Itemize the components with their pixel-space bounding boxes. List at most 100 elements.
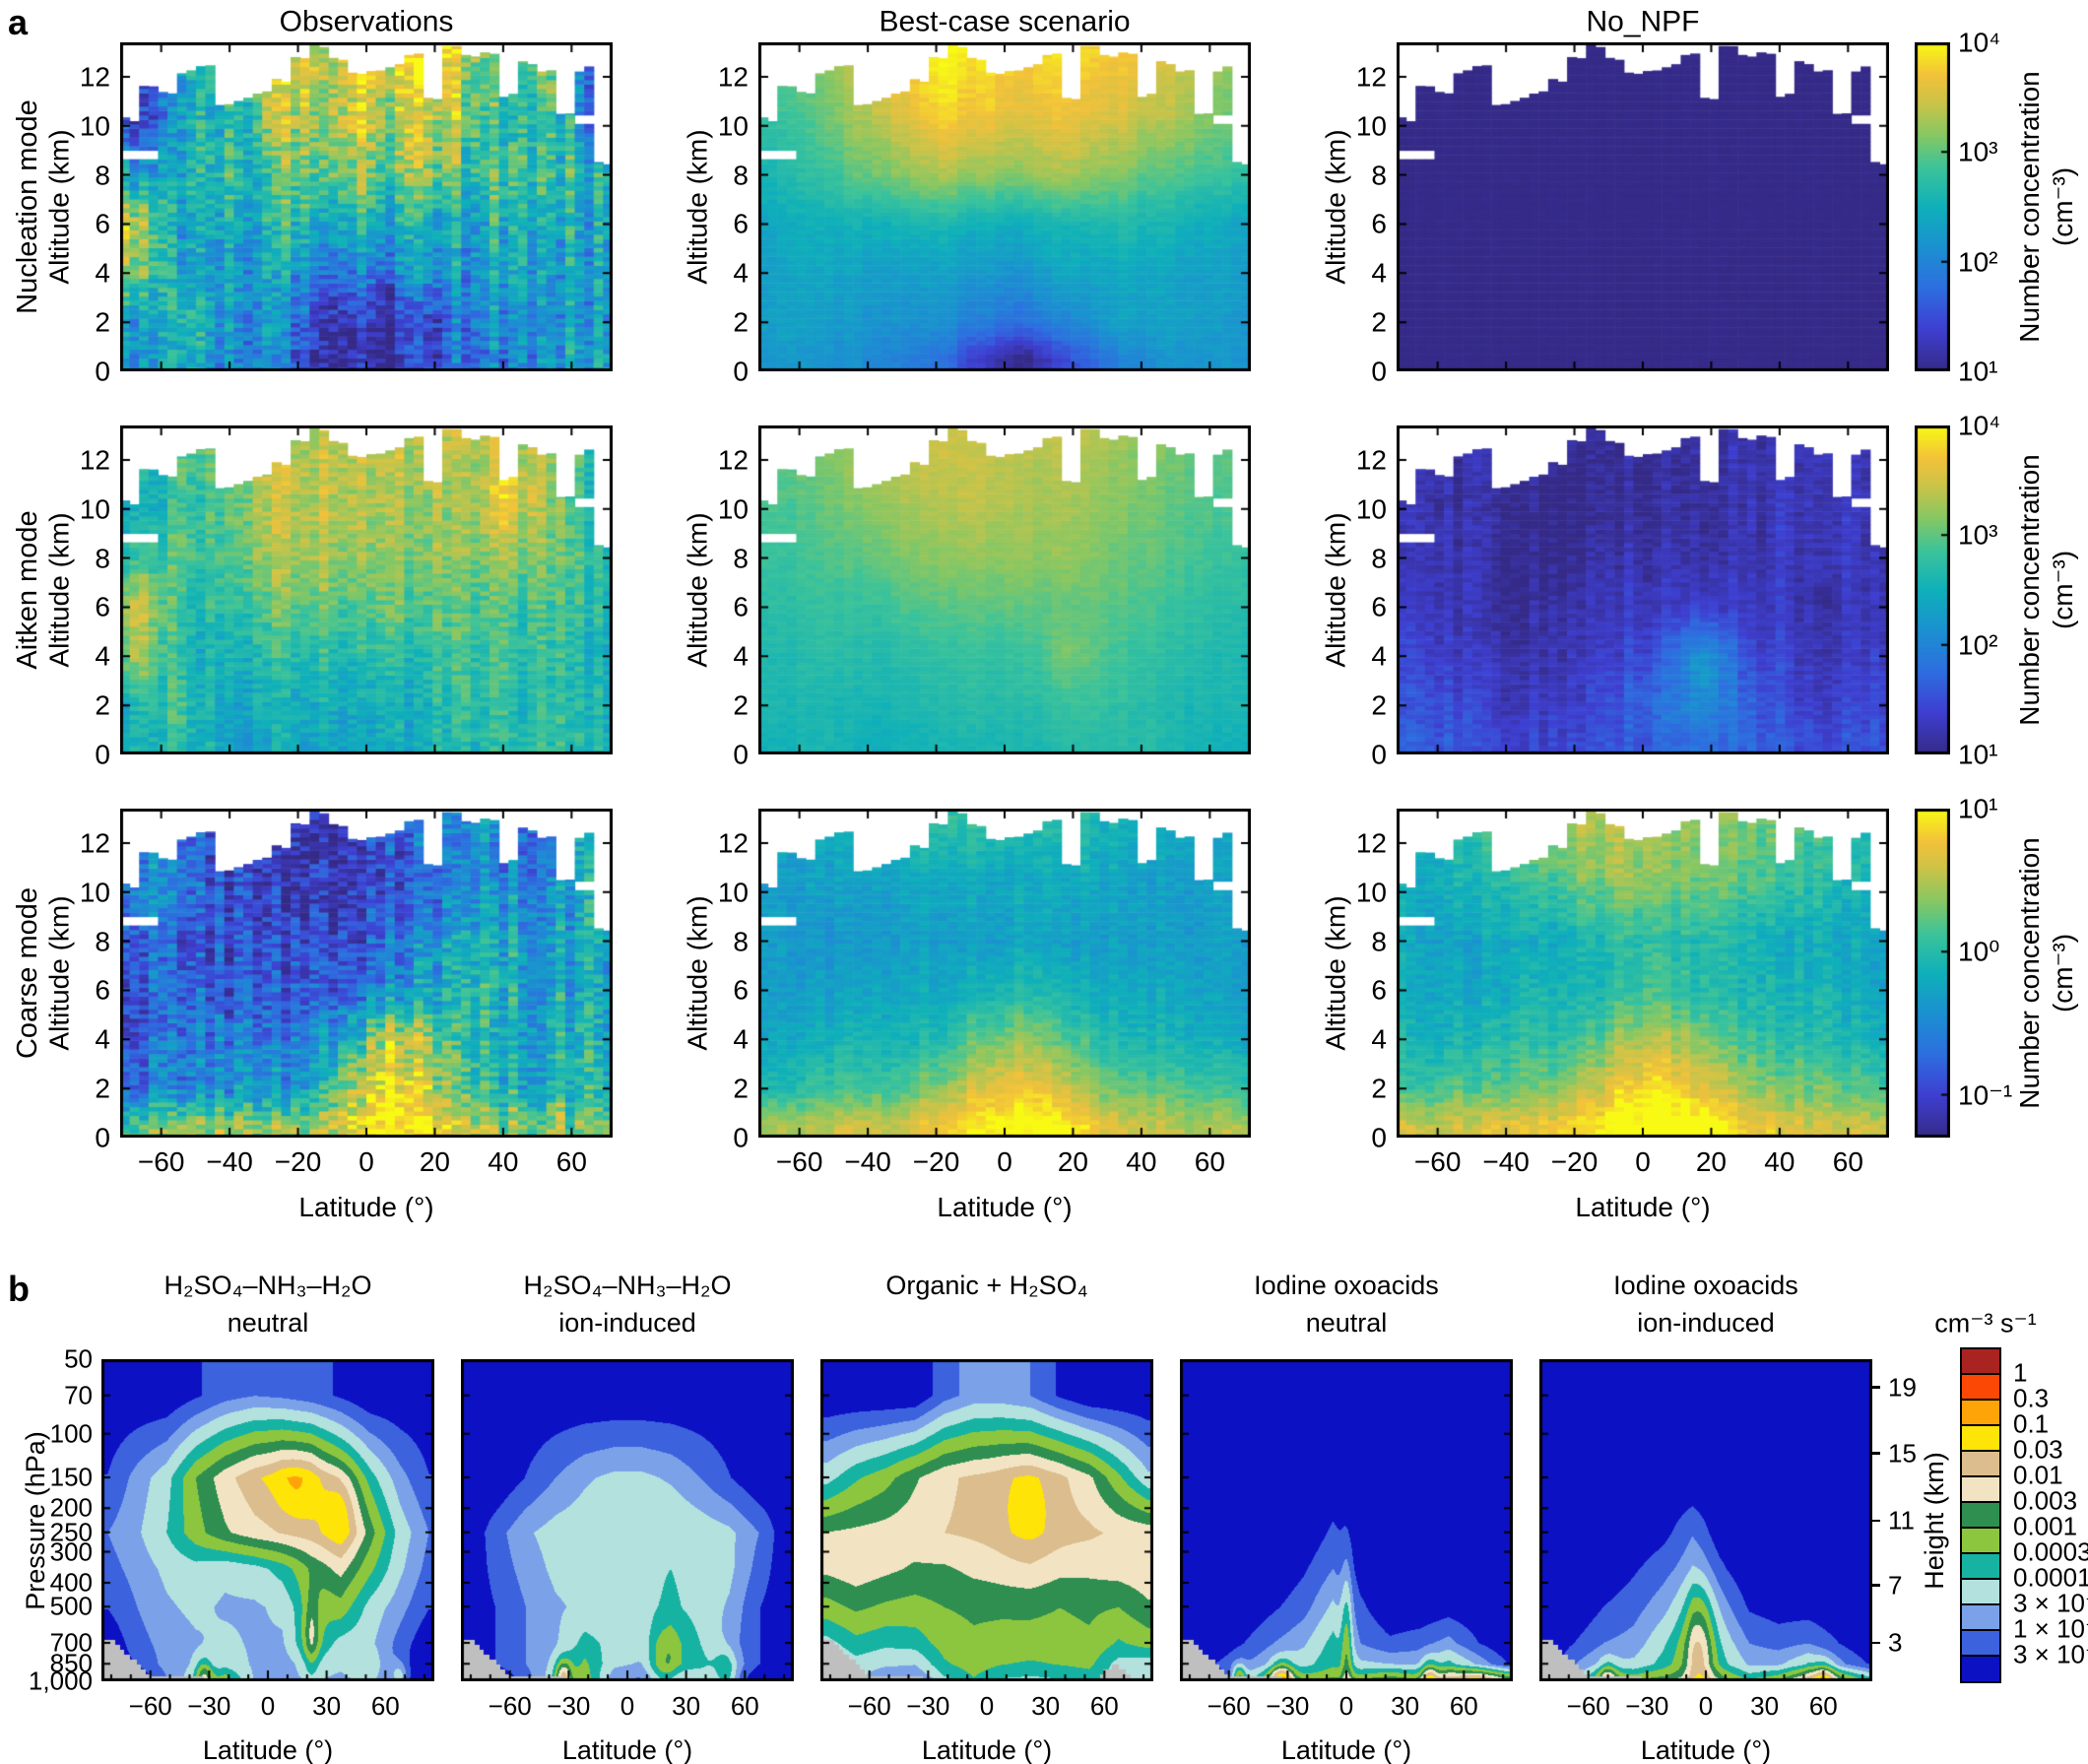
altitude-tick-label: 6 [733,974,749,1006]
b-latitude-axis-label: Latitude (°) [1640,1735,1772,1764]
altitude-tick-label: 6 [733,591,749,622]
altitude-tick-label: 8 [95,925,110,956]
legend-boundary-label: 3 × 10⁻⁶ [2013,1639,2088,1669]
altitude-tick-label: 10 [717,110,749,142]
b-plot-title-line1: Iodine oxoacids [1254,1270,1439,1300]
b-plot-title-line2: neutral [227,1307,309,1338]
b-latitude-axis-label: Latitude (°) [202,1735,334,1764]
altitude-tick-label: 0 [95,1122,110,1153]
altitude-tick-label: 4 [95,640,110,672]
legend-color-block [1960,1373,2001,1402]
altitude-tick-label: 6 [95,974,110,1006]
heatmap-best-case-scenario-aitken-mode [758,425,1251,754]
column-title: No_NPF [1586,5,1700,38]
legend-boundary-label: 0.0001 [2013,1562,2088,1593]
altitude-tick-label: 12 [717,444,749,476]
b-latitude-axis-label: Latitude (°) [561,1735,693,1764]
b-latitude-tick-label: 30 [312,1691,342,1721]
legend-boundary-label: 0.1 [2013,1408,2050,1439]
pressure-tick-label: 200 [49,1492,93,1523]
altitude-tick-label: 10 [79,493,110,525]
colorbar-tick-label: 10³ [1958,519,1998,551]
legend-color-block [1960,1629,2001,1658]
colorbar-tick-label: 10³ [1958,136,1998,167]
b-latitude-tick-label: −60 [847,1691,891,1721]
latitude-tick-label: −60 [775,1146,823,1177]
altitude-tick-label: 0 [733,739,749,770]
colorbar-tick-label: 10¹ [1958,356,1998,387]
altitude-tick-label: 4 [95,257,110,289]
altitude-tick-label: 2 [733,689,749,721]
colorbar-tick-label: 10⁴ [1958,27,2001,58]
altitude-tick-label: 12 [1355,444,1387,476]
altitude-tick-label: 8 [733,542,749,573]
latitude-tick-label: −60 [1413,1146,1462,1177]
b-latitude-tick-label: −60 [1207,1691,1251,1721]
altitude-tick-label: 4 [733,1023,749,1055]
latitude-tick-label: 0 [1635,1146,1651,1177]
altitude-tick-label: 2 [95,689,110,721]
panel-b-letter: b [8,1269,30,1309]
latitude-axis-label: Latitude (°) [937,1192,1073,1222]
legend-color-block [1960,1347,2001,1376]
altitude-tick-label: 2 [95,306,110,338]
b-latitude-tick-label: −30 [1625,1691,1669,1721]
altitude-tick-label: 12 [79,61,110,93]
latitude-tick-label: −40 [206,1146,253,1177]
colorbar-tick-label: 10¹ [1958,739,1998,770]
b-latitude-tick-label: 30 [1391,1691,1420,1721]
altitude-tick-label: 10 [717,877,749,908]
legend-color-block [1960,1655,2001,1683]
altitude-tick-label: 6 [1371,974,1387,1006]
legend-color-block [1960,1578,2001,1606]
pressure-tick-label: 70 [64,1380,93,1410]
altitude-tick-label: 2 [95,1073,110,1104]
b-latitude-tick-label: 60 [730,1691,759,1721]
latitude-axis-label: Latitude (°) [298,1192,434,1222]
b-plot-title-line2: ion-induced [558,1307,696,1338]
altitude-tick-label: 6 [95,208,110,239]
altitude-tick-label: 2 [733,306,749,338]
heatmap-best-case-scenario-coarse-mode [758,809,1251,1138]
altitude-tick-label: 0 [95,739,110,770]
pressure-tick-label: 850 [49,1648,93,1678]
height-tick-mark [1871,1386,1880,1389]
latitude-tick-label: −20 [1550,1146,1599,1177]
legend-boundary-label: 0.0003 [2013,1536,2088,1567]
altitude-tick-label: 8 [733,925,749,956]
height-tick-mark [1871,1641,1880,1645]
heatmap-observations-coarse-mode [120,809,613,1138]
b-latitude-tick-label: −30 [187,1691,231,1721]
height-tick-mark [1871,1452,1880,1455]
altitude-tick-label: 10 [1355,493,1387,525]
legend-color-block [1960,1450,2001,1478]
pressure-tick-label: 1,000 [28,1666,93,1696]
legend-boundary-label: 0.001 [2013,1511,2078,1541]
altitude-tick-label: 12 [717,827,749,859]
altitude-tick-label: 8 [1371,542,1387,573]
altitude-tick-label: 0 [1371,739,1387,770]
pressure-tick-label: 500 [49,1591,93,1621]
b-latitude-tick-label: 60 [370,1691,400,1721]
altitude-tick-label: 12 [79,444,110,476]
height-tick-label: 7 [1888,1570,1903,1601]
legend-title: cm⁻³ s⁻¹ [1934,1308,2037,1339]
pressure-tick-label: 50 [64,1343,93,1374]
heatmap-no-npf-aitken-mode [1397,425,1889,754]
latitude-tick-label: 60 [555,1146,587,1177]
b-latitude-axis-label: Latitude (°) [1280,1735,1412,1764]
pressure-tick-label: 400 [49,1567,93,1598]
altitude-tick-label: 4 [733,640,749,672]
colorbar-tick-label: 10¹ [1958,793,1998,824]
b-latitude-tick-label: 60 [1089,1691,1119,1721]
contour-iodine-oxoacids-ion-induced [1539,1359,1872,1681]
altitude-tick-label: 0 [1371,1122,1387,1153]
colorbar-tick-label: 10⁴ [1958,410,2001,441]
altitude-tick-label: 10 [717,493,749,525]
height-tick-label: 11 [1888,1505,1915,1535]
b-plot-title-line1: Iodine oxoacids [1613,1270,1798,1300]
legend-boundary-label: 1 × 10⁻⁵ [2013,1613,2088,1644]
b-latitude-tick-label: 60 [1808,1691,1838,1721]
b-latitude-tick-label: −30 [906,1691,950,1721]
